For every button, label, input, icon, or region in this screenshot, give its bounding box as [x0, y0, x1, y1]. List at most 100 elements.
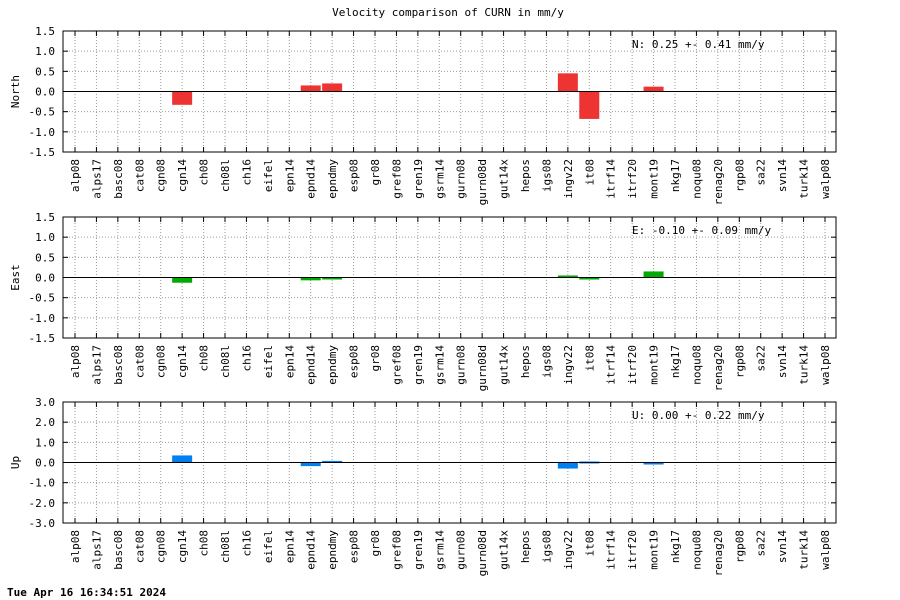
x-tick-label: renag20: [712, 530, 725, 576]
x-tick-label: gurn08d: [476, 530, 489, 576]
x-tick-label: ch08l: [219, 159, 232, 192]
x-tick-label: gurn08: [455, 530, 468, 570]
y-tick-label: -1.5: [29, 146, 56, 159]
y-tick-label: 0.0: [35, 86, 55, 99]
x-tick-label: gurn08d: [476, 159, 489, 205]
x-tick-label: hepos: [519, 345, 532, 378]
y-tick-label: 0.0: [35, 457, 55, 470]
x-tick-label: gurn08: [455, 345, 468, 385]
bar-ingv22: [557, 462, 578, 469]
x-tick-label: ch16: [240, 345, 253, 372]
x-tick-label: rgp08: [733, 530, 746, 563]
x-tick-label: svn14: [776, 345, 789, 378]
x-tick-label: turk14: [798, 159, 811, 199]
x-tick-label: ch08: [198, 530, 211, 557]
bar-cgn14: [172, 455, 193, 463]
bar-epnd14: [300, 85, 321, 92]
plot-border: [62, 401, 837, 524]
x-tick-label: alps17: [90, 159, 103, 199]
x-tick-label: renag20: [712, 159, 725, 205]
x-tick-label: igs08: [540, 159, 553, 192]
x-tick-label: gut14x: [498, 345, 511, 385]
x-tick-label: gsrm14: [433, 159, 446, 199]
x-tick-label: epndmy: [326, 530, 339, 570]
y-axis-label: Up: [9, 456, 22, 469]
bar-it08: [579, 91, 600, 119]
x-tick-label: sa22: [755, 345, 768, 372]
x-tick-label: ch08: [198, 159, 211, 186]
plot-border: [62, 216, 837, 339]
x-tick-label: epnd14: [305, 345, 318, 385]
panel-north: -1.5 -1.0 -0.5 0.0 0.5 1.0 1.5 alp08 alps17 basc0…: [9, 25, 837, 205]
x-tick-label: turk14: [798, 530, 811, 570]
x-tick-label: igs08: [540, 530, 553, 563]
x-tick-label: cgn08: [155, 345, 168, 378]
y-tick-label: 1.5: [35, 211, 55, 224]
bar-mont19: [643, 86, 664, 92]
y-tick-label: -1.0: [29, 312, 56, 325]
x-tick-label: gsrm14: [433, 345, 446, 385]
x-tick-label: nkg17: [669, 159, 682, 192]
x-tick-label: ch08: [198, 345, 211, 372]
x-tick-label: renag20: [712, 345, 725, 391]
x-tick-label: epn14: [283, 530, 296, 563]
x-tick-label: epnd14: [305, 159, 318, 199]
x-tick-label: alp08: [69, 530, 82, 563]
x-tick-label: mont19: [648, 159, 661, 199]
bar-epnd14: [300, 462, 321, 467]
y-tick-label: 1.0: [35, 45, 55, 58]
x-tick-label: sa22: [755, 530, 768, 557]
x-tick-label: walp08: [819, 159, 832, 199]
x-tick-label: gren19: [412, 530, 425, 570]
x-tick-label: gut14x: [498, 530, 511, 570]
x-tick-label: rgp08: [733, 159, 746, 192]
x-tick-label: hepos: [519, 159, 532, 192]
x-tick-label: gurn08d: [476, 345, 489, 391]
x-tick-label: cat08: [133, 159, 146, 192]
x-tick-label: ch16: [240, 159, 253, 186]
timestamp-footer: Tue Apr 16 16:34:51 2024: [7, 586, 166, 599]
x-tick-label: esp08: [348, 345, 361, 378]
y-axis-label: East: [9, 264, 22, 291]
x-tick-label: cat08: [133, 530, 146, 563]
x-tick-label: igs08: [540, 345, 553, 378]
chart-title: Velocity comparison of CURN in mm/y: [332, 6, 564, 19]
x-tick-label: mont19: [648, 345, 661, 385]
x-tick-label: itrf14: [605, 345, 618, 385]
bar-mont19: [643, 271, 664, 278]
panel-east: -1.5 -1.0 -0.5 0.0 0.5 1.0 1.5 alp08 alps17 basc0…: [9, 211, 837, 391]
x-tick-label: ingv22: [562, 530, 575, 570]
x-tick-label: alp08: [69, 159, 82, 192]
x-tick-label: noqu08: [690, 345, 703, 385]
x-tick-label: ingv22: [562, 159, 575, 199]
x-tick-label: eifel: [262, 530, 275, 563]
bar-cgn14: [172, 91, 193, 105]
x-tick-label: rgp08: [733, 345, 746, 378]
bar-ingv22: [557, 73, 578, 92]
x-tick-label: ch08l: [219, 345, 232, 378]
x-tick-label: itrf20: [626, 159, 639, 199]
x-tick-label: gref08: [390, 530, 403, 570]
x-tick-label: hepos: [519, 530, 532, 563]
bar-epndmy: [322, 460, 343, 463]
y-tick-label: -2.0: [29, 497, 56, 510]
x-tick-label: gren19: [412, 159, 425, 199]
y-tick-label: -3.0: [29, 517, 56, 530]
y-tick-label: 1.5: [35, 25, 55, 38]
x-tick-label: basc08: [112, 345, 125, 385]
x-tick-label: eifel: [262, 345, 275, 378]
x-tick-label: alps17: [90, 345, 103, 385]
y-tick-label: -0.5: [29, 106, 56, 119]
x-tick-label: gr08: [369, 345, 382, 372]
stats-annotation: E: -0.10 +- 0.09 mm/y: [632, 224, 771, 237]
x-tick-label: itrf20: [626, 345, 639, 385]
x-tick-label: gr08: [369, 530, 382, 557]
y-tick-label: -1.0: [29, 477, 56, 490]
y-tick-label: -0.5: [29, 292, 56, 305]
x-tick-label: eifel: [262, 159, 275, 192]
y-tick-label: 1.0: [35, 231, 55, 244]
x-tick-label: esp08: [348, 530, 361, 563]
bar-ingv22: [557, 275, 578, 278]
x-tick-label: mont19: [648, 530, 661, 570]
